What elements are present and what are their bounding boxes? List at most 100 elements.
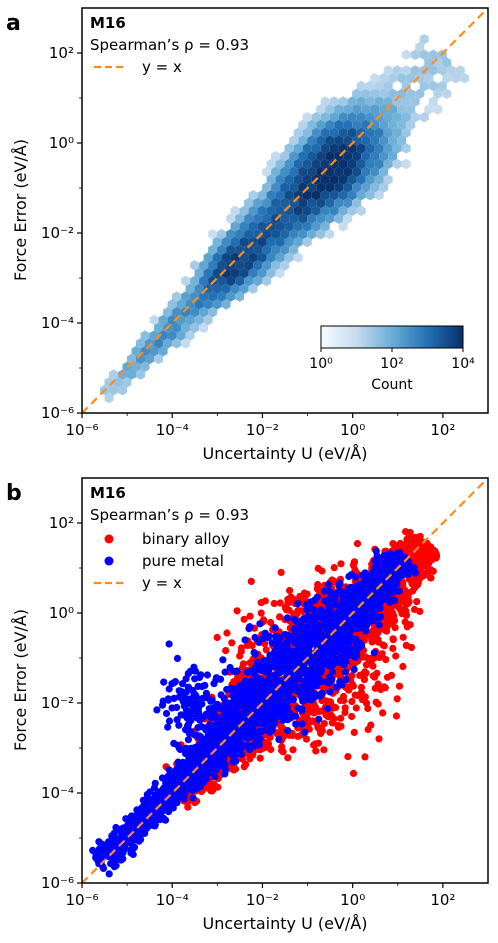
scatter-point-binary-alloy xyxy=(318,727,326,735)
hexbin-cell xyxy=(316,213,326,224)
scatter-point-binary-alloy xyxy=(399,633,407,641)
hexbin-cell xyxy=(428,49,438,60)
scatter-point-pure-metal xyxy=(243,668,251,676)
hexbin-cell xyxy=(289,182,299,193)
scatter-point-binary-alloy xyxy=(228,639,236,647)
scatter-point-pure-metal xyxy=(103,840,111,848)
hexbin-cell xyxy=(284,236,294,248)
scatter-point-pure-metal xyxy=(310,659,318,667)
scatter-point-binary-alloy xyxy=(362,699,371,707)
hexbin-cell xyxy=(316,104,326,115)
hexbin-cell xyxy=(158,314,168,326)
hexbin-cell xyxy=(190,275,200,287)
hexbin-cell xyxy=(356,112,366,123)
hexbin-cell xyxy=(217,244,227,255)
scatter-point-binary-alloy xyxy=(379,709,387,717)
hexbin-cell xyxy=(167,299,177,310)
hexbin-cell xyxy=(338,221,348,232)
hexbin-cell xyxy=(347,174,357,185)
hexbin-cell xyxy=(302,127,312,138)
hexbin-cell xyxy=(325,151,335,162)
hexbin-cell xyxy=(230,252,240,263)
scatter-point-pure-metal xyxy=(189,780,197,788)
hexbin-cell xyxy=(343,135,353,146)
scatter-point-binary-alloy xyxy=(367,721,375,729)
scatter-point-binary-alloy xyxy=(426,566,434,574)
hexbin-cell xyxy=(275,174,285,185)
panel-letter-a: a xyxy=(6,11,21,36)
hexbin-cell xyxy=(365,96,375,107)
hexbin-cell xyxy=(158,346,168,357)
scatter-point-pure-metal xyxy=(315,715,323,723)
scatter-point-pure-metal xyxy=(320,587,328,595)
hexbin-cell xyxy=(298,229,308,240)
colorbar-gradient xyxy=(320,325,464,349)
panel-letter-b: b xyxy=(6,481,22,506)
scatter-point-binary-alloy xyxy=(287,593,295,601)
hexbin-cell xyxy=(316,135,326,146)
hexbin-cell xyxy=(392,112,402,123)
hexbin-cell xyxy=(239,283,249,294)
model-label: M16 xyxy=(90,14,126,32)
hexbin-cell xyxy=(230,221,240,232)
scatter-point-pure-metal xyxy=(185,770,193,778)
scatter-point-binary-alloy xyxy=(326,728,334,736)
scatter-point-binary-alloy xyxy=(425,550,433,558)
hexbin-cell xyxy=(419,49,429,60)
hexbin-cell xyxy=(352,119,362,131)
scatter-point-pure-metal xyxy=(350,665,358,674)
scatter-point-binary-alloy xyxy=(276,599,284,607)
hexbin-cell xyxy=(293,143,303,154)
hexbin-cell xyxy=(338,96,348,107)
hexbin-cell xyxy=(289,166,299,177)
scatter-point-pure-metal xyxy=(354,608,362,616)
hexbin-cell xyxy=(455,65,465,76)
hexbin-cell xyxy=(271,166,281,177)
hexbin-cell xyxy=(334,166,344,177)
hexbin-cell xyxy=(275,205,285,216)
colorbar-ticks: 10⁰ 10² 10⁴ xyxy=(309,348,475,372)
hexbin-cell xyxy=(406,104,416,115)
scatter-point-pure-metal xyxy=(200,778,208,786)
hexbin-cell xyxy=(383,65,393,76)
hexbin-cell xyxy=(401,127,411,138)
hexbin-cell xyxy=(271,197,281,209)
scatter-point-binary-alloy xyxy=(377,685,385,694)
scatter-point-binary-alloy xyxy=(380,642,388,650)
hexbin-cell xyxy=(460,73,470,84)
scatter-point-binary-alloy xyxy=(284,599,292,607)
hexbin-cell xyxy=(235,213,245,224)
scatter-point-pure-metal xyxy=(105,870,113,878)
hexbin-cell xyxy=(226,244,236,255)
scatter-point-pure-metal xyxy=(254,676,262,684)
hexbin-cell xyxy=(311,143,321,154)
scatter-point-pure-metal xyxy=(279,660,287,668)
hexbin-cell xyxy=(347,158,357,170)
hexbin-cell xyxy=(415,73,425,84)
hexbin-cell xyxy=(352,182,362,193)
hexbin-cell xyxy=(347,112,357,123)
scatter-point-pure-metal xyxy=(306,616,314,624)
scatter-point-pure-metal xyxy=(214,732,222,740)
scatter-point-binary-alloy xyxy=(406,528,414,537)
scatter-point-binary-alloy xyxy=(261,744,269,752)
scatter-point-binary-alloy xyxy=(392,652,400,660)
hexbin-cell xyxy=(212,283,222,294)
hexbin-cell xyxy=(266,174,276,185)
hexbin-cell xyxy=(374,80,384,92)
scatter-point-pure-metal xyxy=(143,791,151,799)
scatter-point-pure-metal xyxy=(290,615,298,624)
hexbin-cell xyxy=(325,104,335,115)
hexbin-cell xyxy=(329,190,339,201)
hexbin-cell xyxy=(343,119,353,131)
scatter-point-binary-alloy xyxy=(337,560,345,568)
scatter-point-pure-metal xyxy=(274,712,282,720)
hexbin-cell xyxy=(280,182,290,193)
hexbin-cell xyxy=(307,213,317,224)
hexbin-cell xyxy=(253,244,263,255)
hexbin-cell xyxy=(154,338,164,349)
scatter-point-binary-alloy xyxy=(256,754,264,762)
hexbin-cell xyxy=(379,119,389,131)
hexbin-cell xyxy=(361,166,371,177)
